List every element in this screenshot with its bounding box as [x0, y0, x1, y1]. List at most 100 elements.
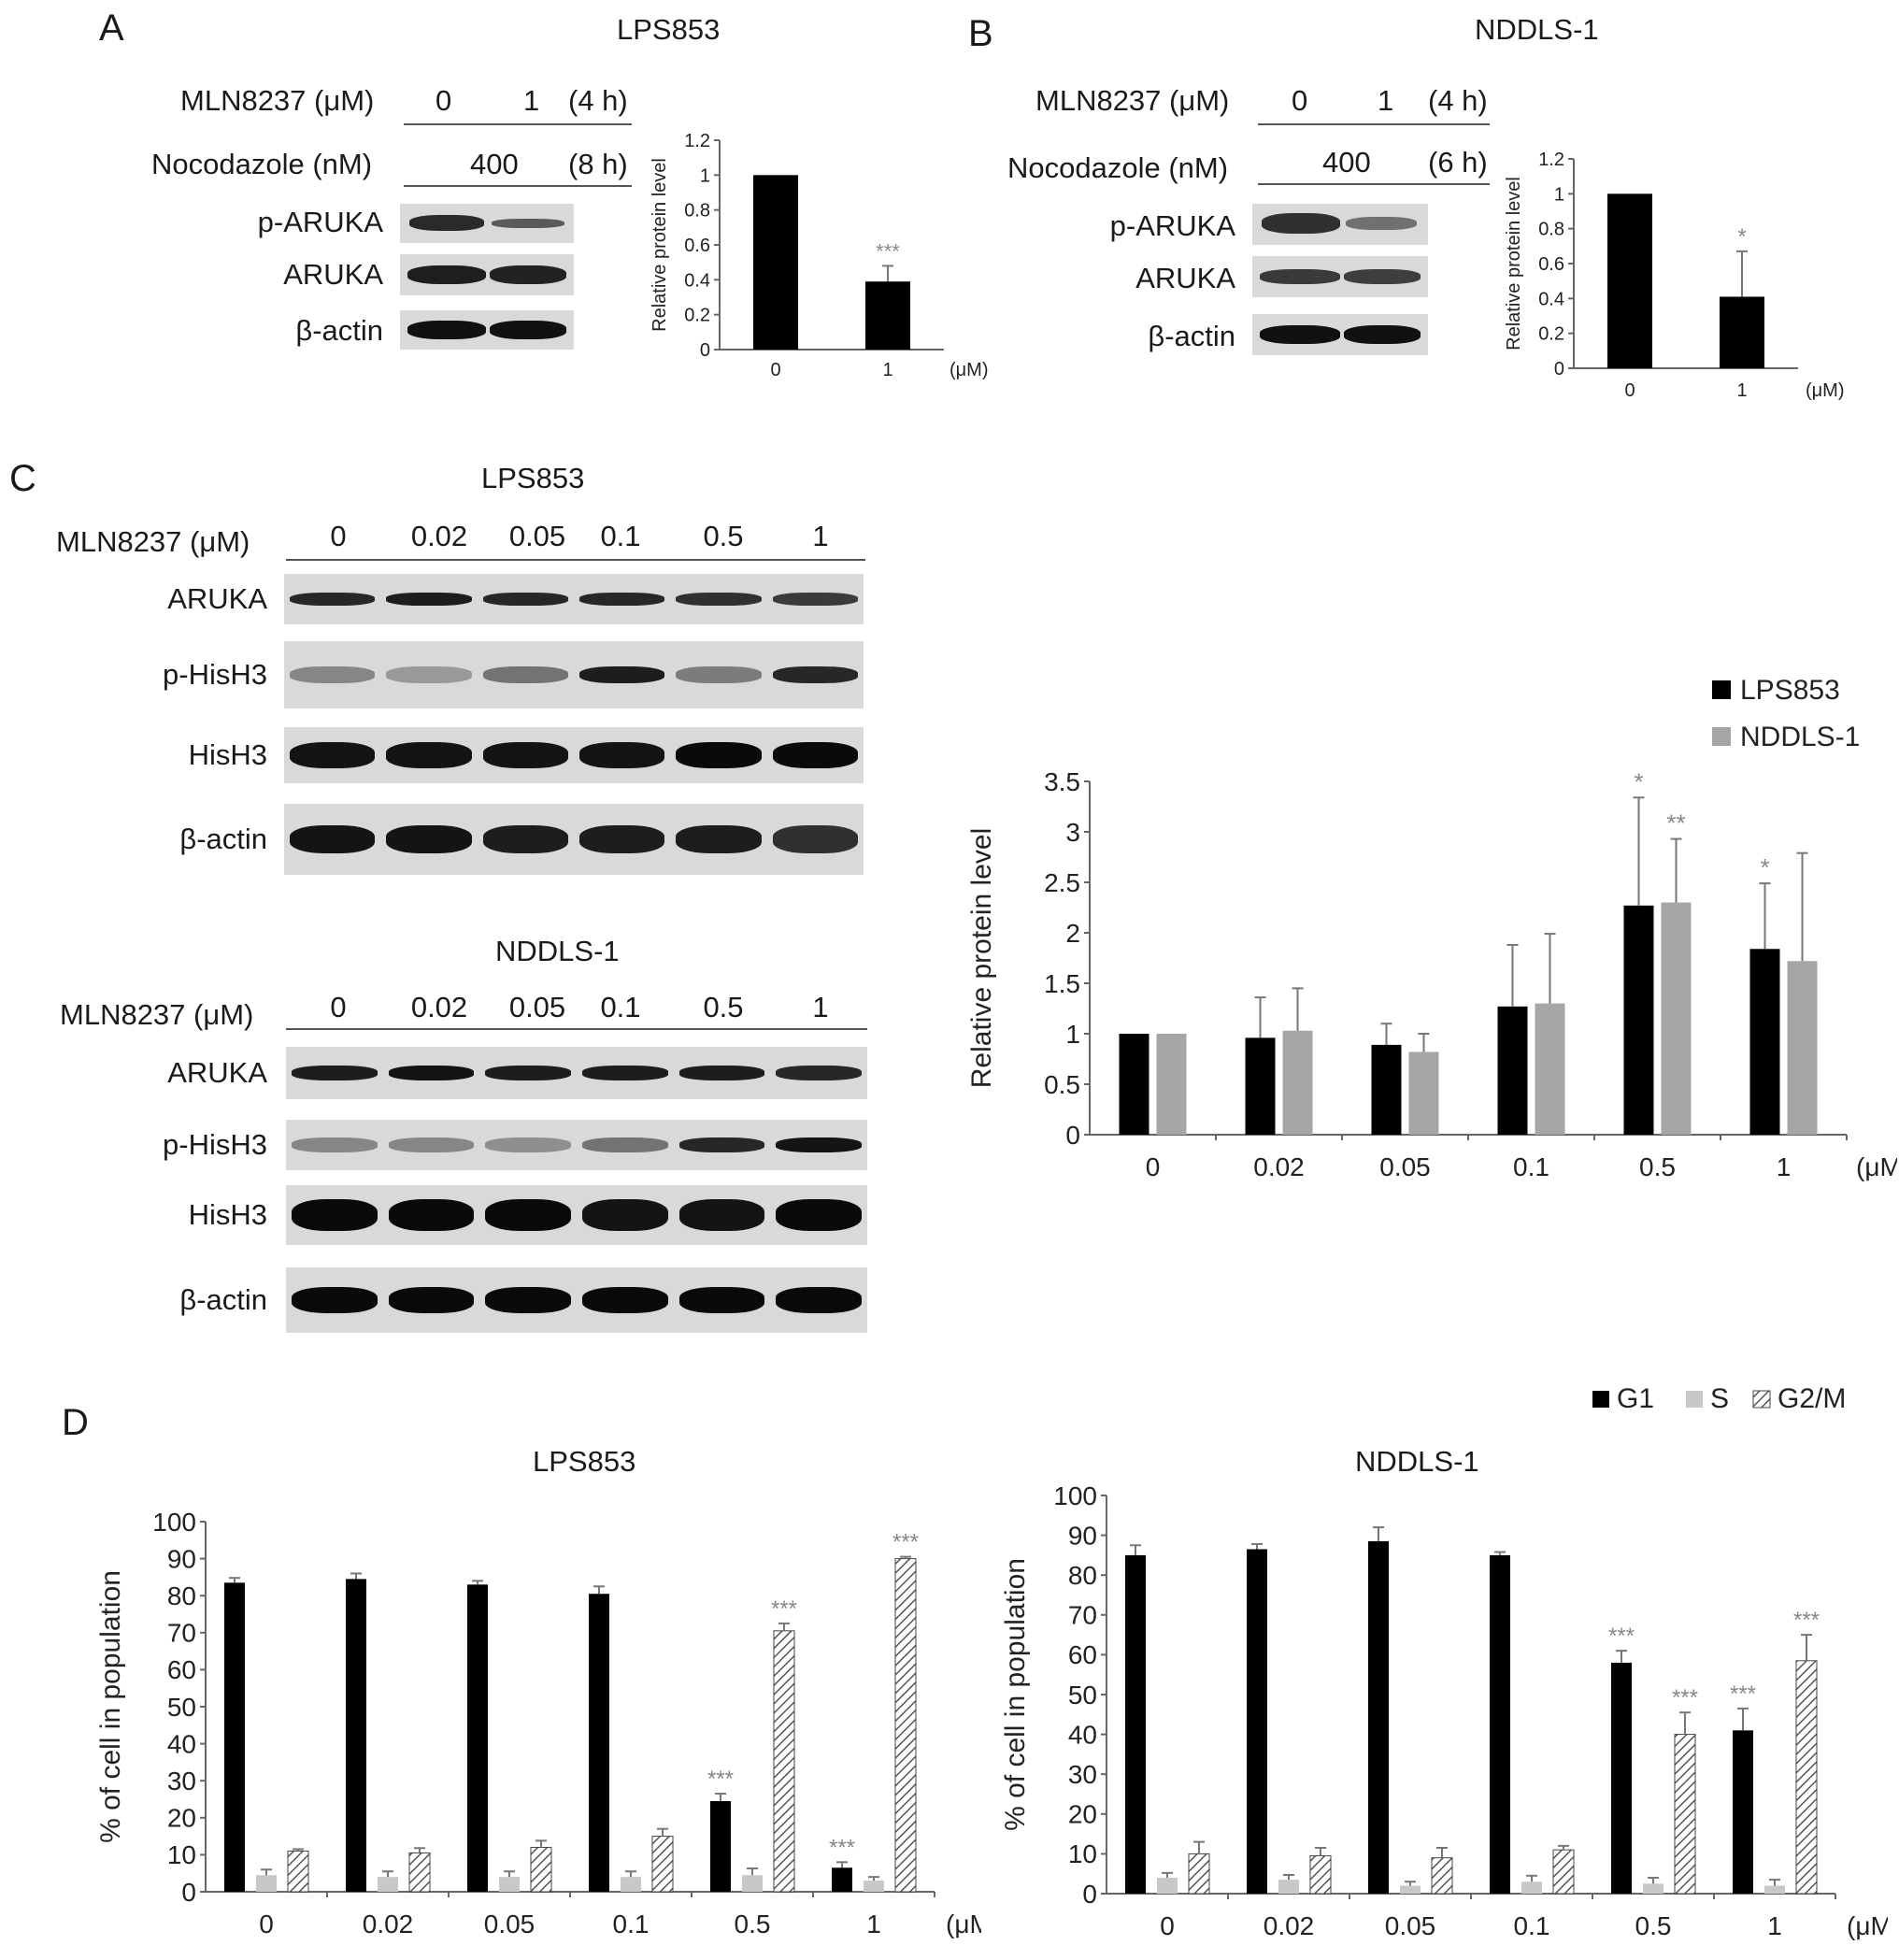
panel-d-left-title: LPS853	[533, 1445, 636, 1478]
panel-letter-b: B	[968, 13, 993, 54]
y-tick-label: 50	[167, 1693, 196, 1722]
y-tick-label: 1	[700, 165, 710, 186]
panel-b-chart: 0 0.2 0.4 0.6 0.8 1 1.2 Relative protein level 0…	[1504, 150, 1845, 401]
bar	[1431, 1857, 1453, 1895]
panel-a-blot-label-2: β-actin	[295, 314, 383, 347]
blot-band	[582, 1066, 668, 1080]
bar	[1278, 1880, 1299, 1894]
y-tick-label: 80	[1068, 1561, 1097, 1590]
bar	[1720, 296, 1764, 368]
x-tick-label: 0.05	[484, 1910, 535, 1939]
panel-a-chart: 0 0.2 0.4 0.6 0.8 1 1.2 Relative protein level 0…	[650, 131, 989, 380]
y-axis-label: Relative protein level	[650, 158, 670, 332]
bar	[1188, 1853, 1210, 1895]
y-tick-label: 10	[1068, 1839, 1097, 1868]
x-tick-label: 0	[1146, 1152, 1161, 1181]
panel-b-noc-label: Nocodazole (nM)	[1007, 151, 1229, 184]
panel-c-blot-label: β-actin	[179, 823, 267, 855]
bar	[1623, 905, 1654, 1135]
blot-band	[388, 1287, 475, 1313]
panel-c-bottom-mln-label: MLN8237 (μM)	[60, 998, 254, 1031]
blot-band	[292, 1287, 378, 1313]
significance-label: ***	[1730, 1681, 1756, 1707]
bar	[346, 1579, 366, 1892]
panel-a-mln-line	[404, 123, 632, 125]
panel-c-dose-label: 0	[330, 520, 347, 552]
panel-b-noc-value: 400	[1322, 146, 1371, 179]
bar	[621, 1877, 641, 1892]
y-axis-label: Relative protein level	[966, 828, 997, 1088]
y-tick-label: 40	[1068, 1720, 1097, 1749]
western-blot-strip	[286, 1047, 867, 1099]
y-tick-label: 10	[167, 1840, 196, 1869]
y-tick-label: 3	[1065, 818, 1080, 847]
x-tick-label: 0.1	[1513, 1152, 1549, 1181]
bar	[864, 1881, 884, 1892]
bar	[1309, 1855, 1332, 1895]
blot-band	[388, 1066, 475, 1080]
significance-label: ***	[892, 1530, 919, 1555]
y-tick-label: 0	[700, 340, 710, 361]
y-tick-label: 0.5	[1044, 1070, 1080, 1099]
y-tick-label: 0.6	[1538, 254, 1564, 275]
panel-b-blot-label-2: β-actin	[1148, 320, 1235, 352]
y-tick-label: 0.8	[684, 201, 710, 222]
x-tick-label: 0.05	[1385, 1911, 1436, 1940]
panel-c-dose-label: 1	[812, 991, 829, 1023]
blot-band	[290, 593, 376, 606]
panel-a-blot-label-0: p-ARUKA	[257, 206, 383, 238]
legend-swatch	[1592, 1391, 1609, 1408]
blot-band	[386, 742, 472, 768]
y-axis-label: Relative protein level	[1504, 177, 1524, 351]
panel-c-dose-label: 0.1	[600, 520, 641, 552]
y-tick-label: 0	[1554, 359, 1564, 379]
panel-a-noc-line	[404, 185, 632, 187]
x-tick-label: 0.02	[1253, 1152, 1305, 1181]
bar	[256, 1875, 277, 1892]
blot-band	[776, 1137, 862, 1152]
x-unit-label: (μM)	[1847, 1911, 1888, 1940]
blot-band	[290, 742, 376, 768]
panel-b-title: NDDLS-1	[1475, 13, 1599, 46]
blot-band	[579, 825, 665, 853]
blot-band	[678, 1137, 765, 1152]
bar	[378, 1877, 398, 1892]
bar	[1368, 1540, 1389, 1894]
bar	[589, 1594, 609, 1892]
panel-a-mln-label: MLN8237 (μM)	[180, 84, 375, 117]
blot-band	[772, 666, 858, 683]
bar	[1408, 1052, 1439, 1135]
panel-b-blot-label-1: ARUKA	[1135, 262, 1235, 294]
x-tick-label: 1	[882, 360, 892, 380]
panel-c-blot-label: β-actin	[179, 1283, 267, 1316]
y-tick-label: 100	[152, 1508, 196, 1537]
significance-label: **	[1666, 809, 1685, 837]
x-tick-label: 1	[1736, 380, 1747, 401]
significance-label: ***	[771, 1596, 797, 1622]
y-tick-label: 20	[167, 1804, 196, 1833]
y-tick-label: 2.5	[1044, 868, 1080, 897]
bar	[1119, 1034, 1149, 1135]
panel-c-blot-label: p-HisH3	[163, 658, 267, 691]
y-axis-label: % of cell in population	[1000, 1558, 1031, 1831]
blot-band	[485, 1287, 571, 1313]
panel-b-mln-line	[1258, 123, 1490, 125]
bar	[1497, 1006, 1528, 1135]
western-blot-strip	[284, 641, 864, 708]
bar	[1156, 1034, 1187, 1135]
y-tick-label: 60	[1068, 1640, 1097, 1669]
panel-b-mln-dose-0: 0	[1292, 84, 1308, 117]
bar	[1795, 1660, 1818, 1895]
panel-c-top-title: LPS853	[481, 462, 585, 494]
bar	[1607, 193, 1652, 368]
legend-swatch	[1712, 727, 1731, 746]
panel-a-noc-time: (8 h)	[568, 148, 628, 180]
blot-band	[676, 742, 762, 768]
blot-band	[678, 1066, 765, 1080]
panel-b-mln-label: MLN8237 (μM)	[1035, 84, 1230, 117]
bar	[1733, 1730, 1753, 1894]
bar	[1282, 1030, 1313, 1135]
x-unit-label: (μM)	[950, 360, 989, 380]
y-tick-label: 30	[1068, 1760, 1097, 1789]
